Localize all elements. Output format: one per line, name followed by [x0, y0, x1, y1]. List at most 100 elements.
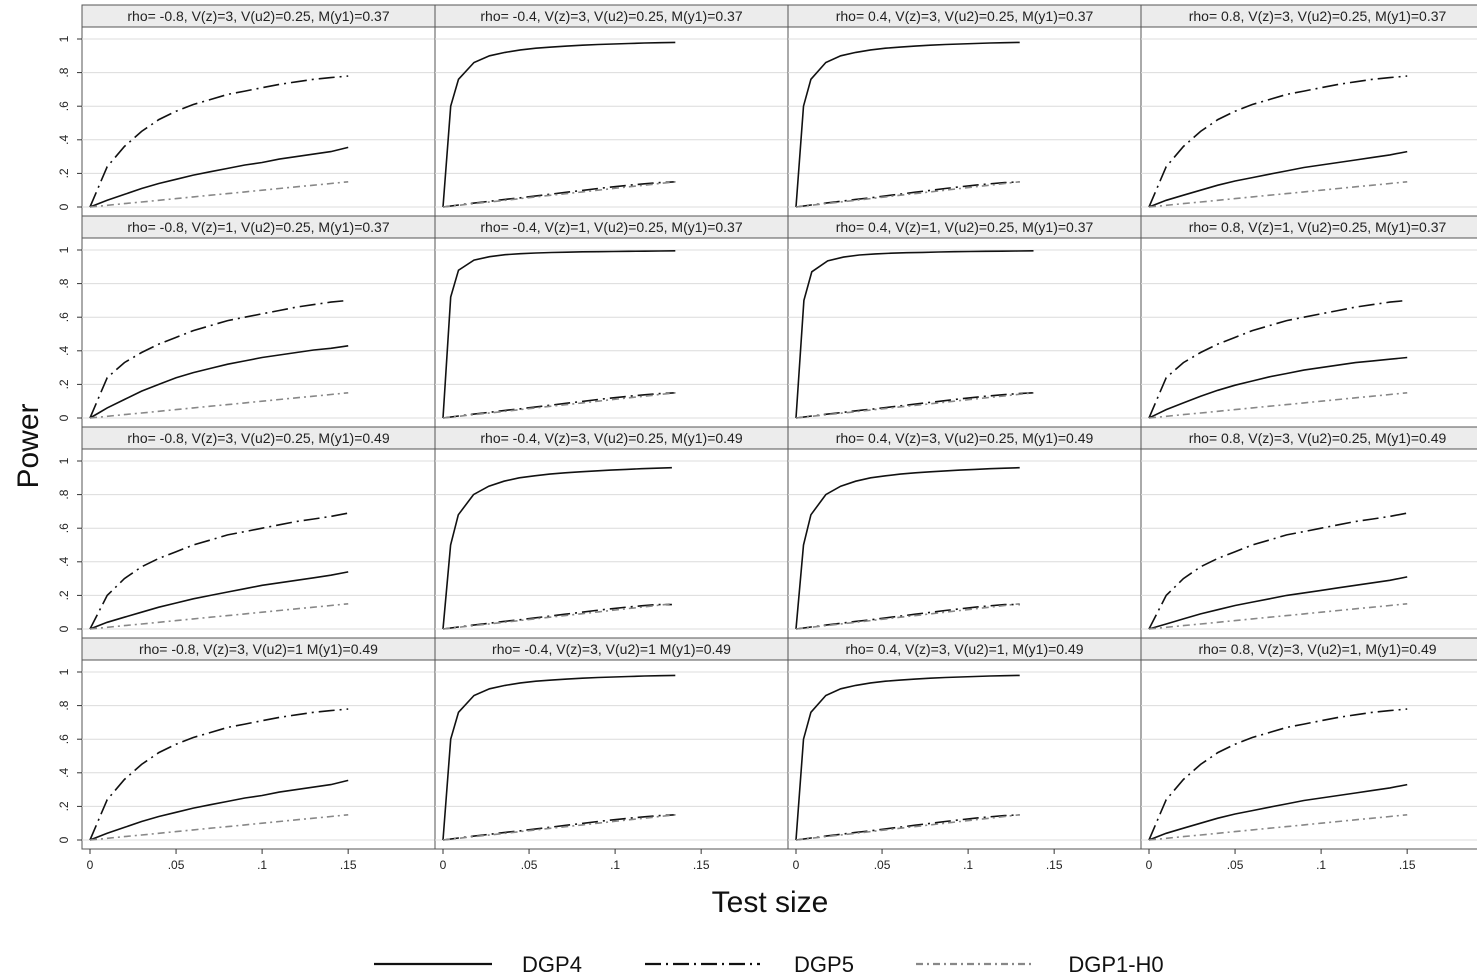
panel-title: rho= 0.4, V(z)=3, V(u2)=1, M(y1)=0.49: [845, 641, 1083, 657]
y-tick-label: .6: [57, 312, 71, 322]
y-tick-label: .8: [57, 489, 71, 499]
series-line-dgp4: [89, 779, 349, 841]
series-line-dgp1-h0: [89, 392, 349, 419]
legend: DGP4 DGP5 DGP1-H0: [374, 952, 1164, 977]
plot-area: [81, 448, 436, 639]
x-tick-label: .15: [693, 858, 710, 872]
x-tick-label: .15: [1399, 858, 1416, 872]
series-line-dgp5: [89, 75, 349, 208]
series-line-dgp1-h0: [442, 392, 676, 419]
x-tick-label: .05: [874, 858, 891, 872]
plot-area: [787, 659, 1142, 850]
panel-6: rho= -0.4, V(z)=1, V(u2)=0.25, M(y1)=0.3…: [434, 215, 789, 428]
series-line-dgp1-h0: [795, 814, 1020, 841]
panel-title: rho= 0.8, V(z)=3, V(u2)=0.25, M(y1)=0.37: [1189, 8, 1447, 24]
panel-8: rho= 0.8, V(z)=1, V(u2)=0.25, M(y1)=0.37: [1140, 215, 1477, 428]
series-line-dgp4: [795, 466, 1020, 630]
panels-grid: rho= -0.8, V(z)=3, V(u2)=0.25, M(y1)=0.3…: [57, 4, 1477, 872]
x-tick-label: .1: [610, 858, 620, 872]
panel-title: rho= 0.4, V(z)=3, V(u2)=0.25, M(y1)=0.37: [836, 8, 1094, 24]
series-line-dgp1-h0: [89, 181, 349, 208]
series-line-dgp1-h0: [442, 603, 672, 630]
series-line-dgp4: [1148, 356, 1408, 419]
panel-2: rho= -0.4, V(z)=3, V(u2)=0.25, M(y1)=0.3…: [434, 4, 789, 217]
plot-area: [434, 448, 789, 639]
series-line-dgp4: [442, 41, 676, 208]
panel-title: rho= -0.4, V(z)=1, V(u2)=0.25, M(y1)=0.3…: [480, 219, 742, 235]
y-tick-label: .2: [57, 590, 71, 600]
series-line-dgp5: [795, 392, 1034, 419]
series-line-dgp5: [442, 603, 672, 630]
x-tick-label: 0: [1146, 858, 1153, 872]
plot-area: [434, 26, 789, 217]
series-line-dgp1-h0: [1148, 392, 1408, 419]
panel-12: rho= 0.8, V(z)=3, V(u2)=0.25, M(y1)=0.49: [1140, 426, 1477, 639]
panel-10: rho= -0.4, V(z)=3, V(u2)=0.25, M(y1)=0.4…: [434, 426, 789, 639]
series-line-dgp5: [795, 603, 1020, 630]
x-tick-label: .05: [521, 858, 538, 872]
y-tick-label: .8: [57, 278, 71, 288]
y-tick-label: 1: [57, 35, 71, 42]
x-tick-label: .15: [340, 858, 357, 872]
series-line-dgp4: [89, 146, 349, 208]
y-tick-label: 0: [57, 625, 71, 632]
series-line-dgp4: [442, 466, 672, 630]
y-tick-label: 1: [57, 457, 71, 464]
series-line-dgp1-h0: [442, 814, 676, 841]
series-line-dgp4: [795, 250, 1034, 419]
plot-area: [1140, 26, 1477, 217]
series-line-dgp1-h0: [442, 181, 676, 208]
x-tick-label: 0: [87, 858, 94, 872]
x-tick-label: 0: [793, 858, 800, 872]
panel-title: rho= -0.8, V(z)=1, V(u2)=0.25, M(y1)=0.3…: [127, 219, 389, 235]
series-line-dgp1-h0: [89, 603, 349, 630]
panel-4: rho= 0.8, V(z)=3, V(u2)=0.25, M(y1)=0.37: [1140, 4, 1477, 217]
x-tick-label: .1: [963, 858, 973, 872]
series-line-dgp4: [795, 674, 1020, 841]
series-line-dgp4: [1148, 576, 1408, 630]
plot-area: [81, 26, 436, 217]
series-line-dgp1-h0: [1148, 181, 1408, 208]
panel-title: rho= 0.4, V(z)=1, V(u2)=0.25, M(y1)=0.37: [836, 219, 1094, 235]
y-tick-label: .6: [57, 734, 71, 744]
x-tick-label: 0: [440, 858, 447, 872]
plot-area: [787, 448, 1142, 639]
y-tick-label: .4: [57, 345, 71, 355]
x-tick-label: .1: [257, 858, 267, 872]
x-tick-label: .05: [168, 858, 185, 872]
panel-title: rho= -0.4, V(z)=3, V(u2)=1 M(y1)=0.49: [492, 641, 731, 657]
y-tick-label: 1: [57, 668, 71, 675]
panel-1: rho= -0.8, V(z)=3, V(u2)=0.25, M(y1)=0.3…: [57, 4, 436, 217]
panel-5: rho= -0.8, V(z)=1, V(u2)=0.25, M(y1)=0.3…: [57, 215, 436, 428]
panel-11: rho= 0.4, V(z)=3, V(u2)=0.25, M(y1)=0.49: [787, 426, 1142, 639]
panel-16: rho= 0.8, V(z)=3, V(u2)=1, M(y1)=0.49 0 .0…: [1140, 637, 1477, 872]
y-tick-label: .2: [57, 379, 71, 389]
plot-area: [81, 659, 436, 850]
legend-label-dgp5: DGP5: [794, 952, 854, 977]
panel-title: rho= -0.8, V(z)=3, V(u2)=0.25, M(y1)=0.4…: [127, 430, 389, 446]
panel-9: rho= -0.8, V(z)=3, V(u2)=0.25, M(y1)=0.4…: [57, 426, 436, 639]
y-tick-label: .2: [57, 168, 71, 178]
y-tick-label: .4: [57, 556, 71, 566]
x-tick-label: .05: [1227, 858, 1244, 872]
series-line-dgp4: [442, 250, 676, 419]
plot-area: [1140, 237, 1477, 428]
panel-title: rho= 0.8, V(z)=1, V(u2)=0.25, M(y1)=0.37: [1189, 219, 1447, 235]
series-line-dgp1-h0: [795, 603, 1020, 630]
y-tick-label: .8: [57, 67, 71, 77]
x-tick-label: .1: [1316, 858, 1326, 872]
y-tick-label: .4: [57, 134, 71, 144]
series-line-dgp4: [1148, 783, 1408, 841]
panel-15: rho= 0.4, V(z)=3, V(u2)=1, M(y1)=0.49 0 .0…: [787, 637, 1142, 872]
plot-area: [434, 237, 789, 428]
x-tick-label: .15: [1046, 858, 1063, 872]
series-line-dgp1-h0: [795, 181, 1020, 208]
panel-title: rho= 0.8, V(z)=3, V(u2)=0.25, M(y1)=0.49: [1189, 430, 1447, 446]
y-tick-label: 0: [57, 203, 71, 210]
series-line-dgp1-h0: [1148, 814, 1408, 841]
plot-area: [1140, 448, 1477, 639]
series-line-dgp5: [89, 708, 349, 841]
panel-title: rho= -0.4, V(z)=3, V(u2)=0.25, M(y1)=0.4…: [480, 430, 742, 446]
y-tick-label: .6: [57, 101, 71, 111]
